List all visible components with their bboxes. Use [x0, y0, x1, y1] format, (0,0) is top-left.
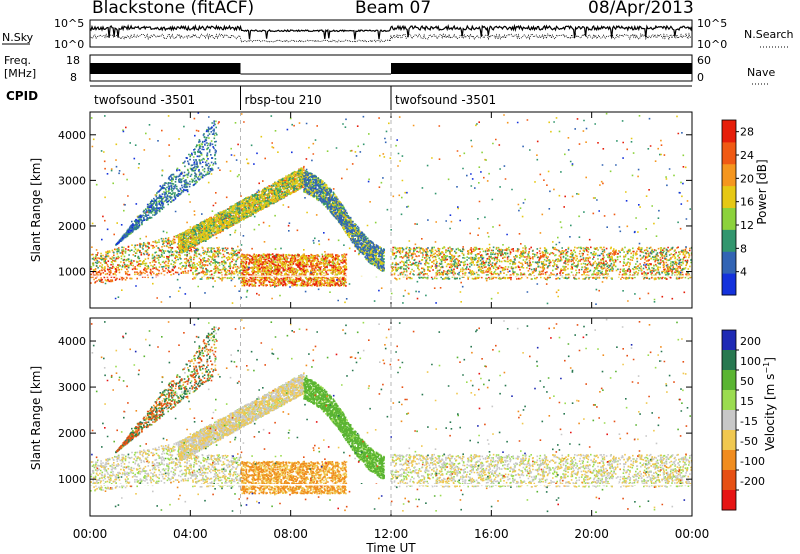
count-tick-left-bottom: 10^0 [54, 38, 84, 51]
time-tick-label-3: 12:00 [374, 527, 409, 541]
time-tick-label-1: 04:00 [173, 527, 208, 541]
power-colorbar-cell-4 [722, 185, 736, 208]
time-tick-label-6: 00:00 [675, 527, 710, 541]
time-tick-label-0: 00:00 [73, 527, 108, 541]
cpid-segment-0: twofsound -3501 [94, 93, 195, 107]
velocity-panel: 1000 2000 3000 4000 Slant Range [km] 200 100… [29, 317, 777, 554]
nsky-label: N.Sky [2, 31, 34, 44]
power-panel: 1000 2000 3000 4000 Slant Range [km] 4 8 12 16… [29, 111, 769, 309]
power-colorbar-ticklabel-5: 24 [740, 149, 754, 162]
freq-bars [90, 63, 692, 75]
power-colorbar-label: Power [dB] [755, 159, 769, 224]
velocity-ylabel: Slant Range [km] [29, 366, 43, 470]
velocity-axes: 1000 2000 3000 4000 [58, 318, 693, 516]
velocity-colorbar-cell-0 [722, 330, 736, 351]
power-colorbar-ticklabel-0: 4 [740, 266, 747, 279]
plot-title: Blackstone (fitACF) [92, 0, 255, 18]
power-colorbar-frame [721, 119, 737, 296]
velocity-colorbar-ticklabel-0: 200 [740, 335, 761, 348]
freq-panel: Freq. [MHz] 18 8 60 0 Nave [4, 54, 775, 85]
time-xlabel: Time UT [365, 541, 416, 554]
cpid-row: CPID twofsound -3501 rbsp-tou 210 twofsoun… [6, 85, 692, 110]
velocity-colorbar: 200 100 50 15 -15 -50 -100 -200 [721, 329, 765, 511]
count-tick-right-top: 10^5 [697, 17, 727, 30]
freq-label-1: Freq. [4, 54, 31, 67]
velocity-colorbar-ticklabel-2: 50 [740, 375, 754, 388]
velocity-colorbar-label: Velocity [m s−1] [762, 357, 777, 451]
time-tick-label-2: 08:00 [273, 527, 308, 541]
time-tick-label-5: 20:00 [574, 527, 609, 541]
date-label: 08/Apr/2013 [588, 0, 694, 18]
counts-panel: N.Sky 10^5 10^0 10^5 10^0 N.Search [2, 17, 794, 51]
nave-tick-top: 60 [697, 54, 711, 67]
velocity-ylabel-3: 4000 [58, 335, 86, 348]
nave-tick-bottom: 0 [697, 71, 704, 84]
power-colorbar-ticklabel-1: 8 [740, 242, 747, 255]
count-tick-right-bottom: 10^0 [697, 38, 727, 51]
power-heatmap [90, 112, 692, 306]
power-colorbar: 4 8 12 16 20 24 28 [721, 119, 754, 296]
nave-label: Nave [747, 66, 775, 79]
nsearch-trace [89, 32, 693, 43]
power-colorbar-ticklabel-2: 12 [740, 219, 754, 232]
cpid-label: CPID [6, 89, 38, 103]
power-colorbar-ticklabel-6: 28 [740, 126, 754, 139]
power-ylabel-0: 1000 [58, 266, 86, 279]
velocity-colorbar-cell-8 [722, 490, 736, 511]
time-axis: 00:00 04:00 08:00 12:00 16:00 20:00 00:00 [73, 527, 710, 541]
power-colorbar-cell-3 [722, 207, 736, 230]
power-axes: 1000 2000 3000 4000 [58, 112, 693, 308]
power-ylabel-2: 3000 [58, 174, 86, 187]
time-tick-label-4: 16:00 [474, 527, 509, 541]
cpid-segment-1: rbsp-tou 210 [245, 93, 322, 107]
velocity-colorbar-cell-7 [722, 470, 736, 491]
velocity-colorbar-ticklabel-1: 100 [740, 355, 761, 368]
velocity-colorbar-ticklabel-3: 15 [740, 395, 754, 408]
cpid-segments: twofsound -3501 rbsp-tou 210 twofsound -35… [94, 86, 496, 110]
velocity-colorbar-cell-2 [722, 370, 736, 391]
velocity-colorbar-cell-5 [722, 430, 736, 451]
nsearch-label: N.Search [744, 28, 794, 41]
power-colorbar-cell-7 [722, 120, 736, 143]
power-colorbar-cell-0 [722, 273, 736, 296]
velocity-colorbar-ticklabel-5: -50 [740, 435, 758, 448]
velocity-colorbar-frame [721, 329, 737, 511]
power-colorbar-cell-1 [722, 251, 736, 274]
velocity-colorbar-cell-6 [722, 450, 736, 471]
power-colorbar-ticklabel-3: 16 [740, 196, 754, 209]
power-colorbar-cell-2 [722, 229, 736, 252]
counts-traces [89, 23, 693, 43]
velocity-ylabel-0: 1000 [58, 473, 86, 486]
freq-bar-0 [90, 63, 241, 74]
velocity-colorbar-cell-3 [722, 390, 736, 411]
power-ylabel-1: 2000 [58, 220, 86, 233]
power-ylabel-3: 4000 [58, 129, 86, 142]
freq-tick-top: 18 [66, 54, 80, 67]
cpid-segment-2: twofsound -3501 [395, 93, 496, 107]
velocity-colorbar-ticklabel-4: -15 [740, 415, 758, 428]
count-tick-left-top: 10^5 [54, 17, 84, 30]
freq-label-2: [MHz] [4, 67, 36, 80]
power-colorbar-cell-6 [722, 141, 736, 165]
power-ylabel: Slant Range [km] [29, 158, 43, 262]
beam-label: Beam 07 [355, 0, 432, 18]
velocity-colorbar-ticklabel-6: -100 [740, 455, 765, 468]
nsky-trace [89, 23, 693, 40]
velocity-colorbar-ticklabel-7: -200 [740, 475, 765, 488]
power-colorbar-cell-5 [722, 163, 736, 187]
freq-bar-1 [391, 63, 692, 74]
velocity-colorbar-cell-4 [722, 410, 736, 431]
power-colorbar-ticklabel-4: 20 [740, 172, 754, 185]
freq-tick-bottom: 8 [70, 71, 77, 84]
velocity-ylabel-1: 2000 [58, 427, 86, 440]
velocity-colorbar-cell-1 [722, 350, 736, 371]
velocity-ylabel-2: 3000 [58, 381, 86, 394]
